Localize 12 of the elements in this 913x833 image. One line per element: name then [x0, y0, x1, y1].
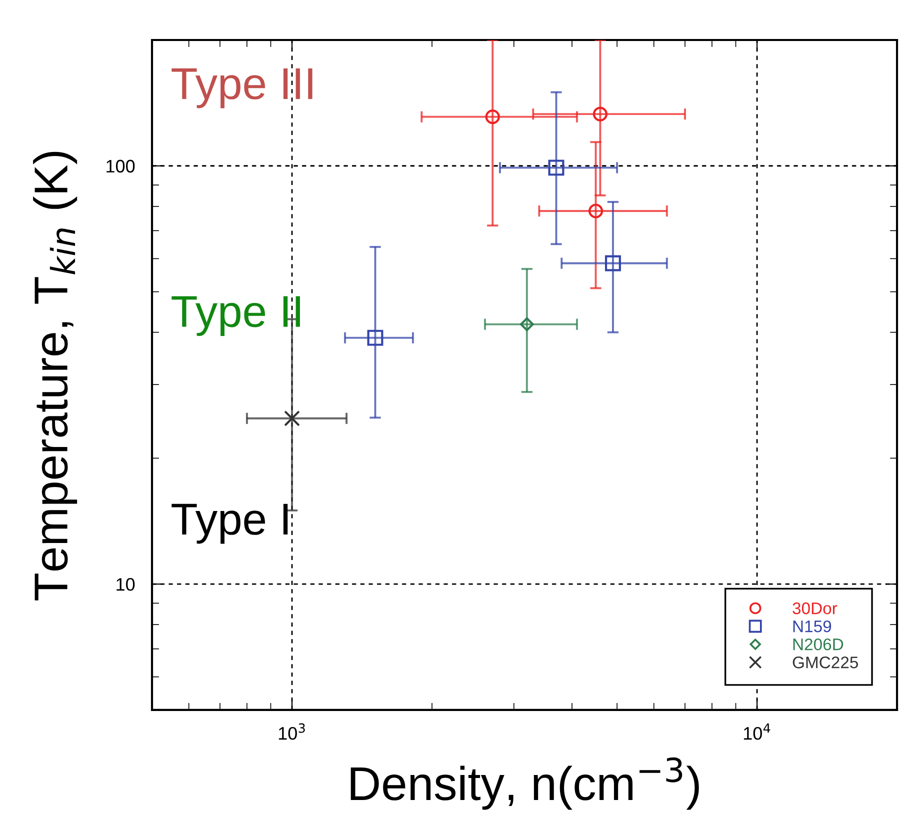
annotation: Type I [172, 504, 288, 544]
x-axis-title: Density, n(cm$^{−3}$) [350, 757, 699, 810]
legend-label: N159 [793, 620, 832, 632]
legend-label: GMC225 [792, 656, 858, 668]
x-tick-label: 10$^{4}$ [744, 723, 770, 740]
legend-label: N206D [793, 638, 844, 650]
annotation: Type III [172, 68, 312, 108]
legend-label: 30Dor [792, 602, 838, 614]
y-tick-label: 10 [116, 578, 135, 591]
y-tick-label: 100 [106, 160, 135, 173]
y-axis-title: Temperature, T$_{kin}$ (K) [33, 152, 78, 600]
x-tick-label: 10$^{3}$ [278, 723, 305, 740]
